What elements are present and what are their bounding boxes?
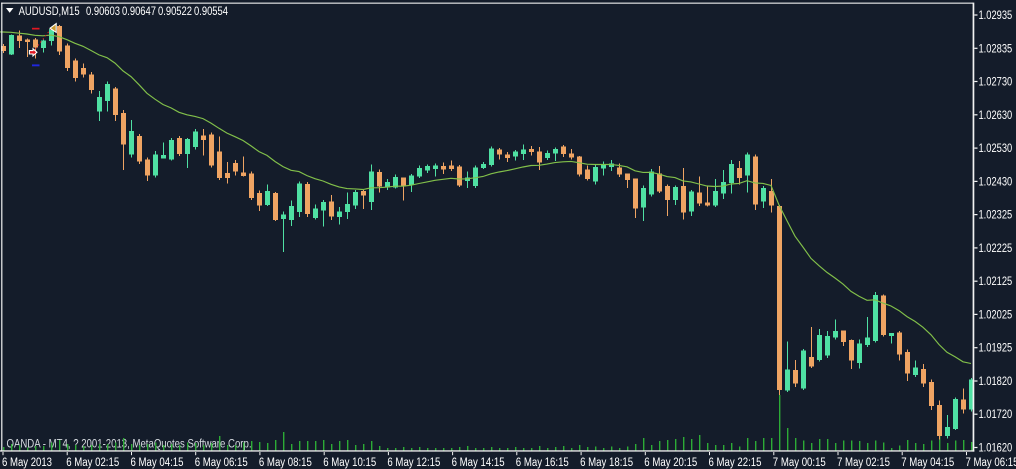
svg-text:7 May 04:15: 7 May 04:15 — [901, 457, 954, 469]
svg-text:6 May 04:15: 6 May 04:15 — [131, 457, 184, 469]
svg-text:7 May 06:15: 7 May 06:15 — [966, 457, 1016, 469]
svg-text:6 May 06:15: 6 May 06:15 — [195, 457, 248, 469]
svg-text:0.90647: 0.90647 — [122, 6, 156, 18]
svg-text:0.90603: 0.90603 — [86, 6, 120, 18]
svg-text:1.02935: 1.02935 — [979, 10, 1013, 22]
svg-text:7 May 00:15: 7 May 00:15 — [773, 457, 826, 469]
svg-text:1.02125: 1.02125 — [979, 276, 1013, 288]
svg-text:1.02025: 1.02025 — [979, 309, 1013, 321]
svg-text:7 May 02:15: 7 May 02:15 — [837, 457, 890, 469]
svg-text:6 May 2013: 6 May 2013 — [2, 457, 52, 469]
svg-text:6 May 08:15: 6 May 08:15 — [259, 457, 312, 469]
svg-text:6 May 10:15: 6 May 10:15 — [323, 457, 376, 469]
svg-text:1.02630: 1.02630 — [979, 110, 1013, 122]
svg-text:1.02225: 1.02225 — [979, 243, 1013, 255]
svg-text:1.02430: 1.02430 — [979, 176, 1013, 188]
svg-text:1.01925: 1.01925 — [979, 343, 1013, 355]
svg-text:AUDUSD,M15: AUDUSD,M15 — [19, 6, 80, 18]
svg-text:6 May 22:15: 6 May 22:15 — [709, 457, 762, 469]
svg-text:0.90522: 0.90522 — [158, 6, 192, 18]
svg-text:1.02730: 1.02730 — [979, 77, 1013, 89]
svg-text:6 May 20:15: 6 May 20:15 — [644, 457, 697, 469]
svg-text:1.01620: 1.01620 — [979, 443, 1013, 455]
svg-text:6 May 18:15: 6 May 18:15 — [580, 457, 633, 469]
svg-text:6 May 02:15: 6 May 02:15 — [66, 457, 119, 469]
svg-text:6 May 14:15: 6 May 14:15 — [452, 457, 505, 469]
svg-text:1.02835: 1.02835 — [979, 43, 1013, 55]
svg-text:1.02325: 1.02325 — [979, 210, 1013, 222]
svg-text:1.01720: 1.01720 — [979, 409, 1013, 421]
svg-text:0.90554: 0.90554 — [194, 6, 228, 18]
svg-text:6 May 12:15: 6 May 12:15 — [387, 457, 440, 469]
svg-text:6 May 16:15: 6 May 16:15 — [516, 457, 569, 469]
svg-text:1.02530: 1.02530 — [979, 143, 1013, 155]
svg-text:1.01820: 1.01820 — [979, 376, 1013, 388]
